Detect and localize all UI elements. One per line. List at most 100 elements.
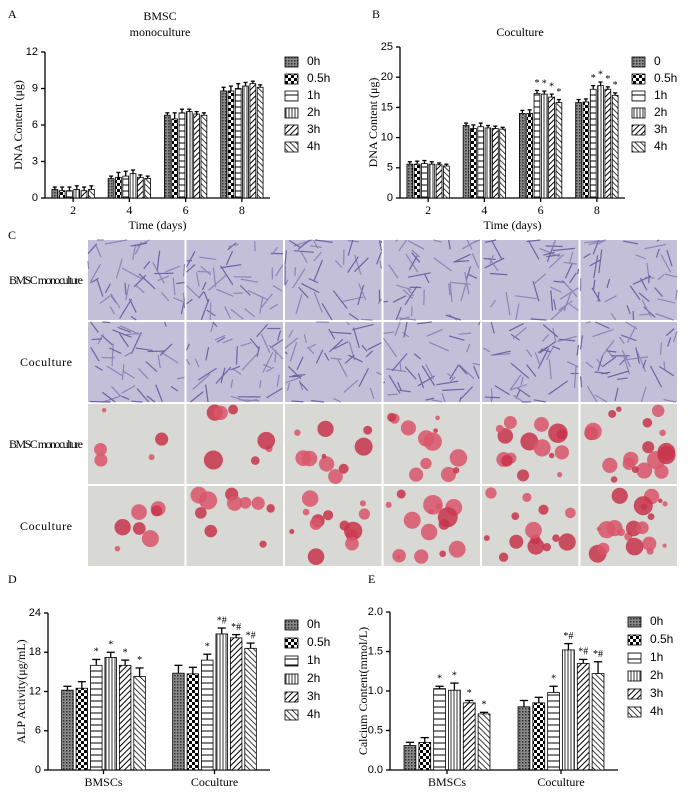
nodule (552, 534, 560, 542)
bar (443, 165, 450, 199)
fiber (635, 254, 647, 260)
error-bar (591, 85, 596, 90)
fiber (333, 398, 342, 403)
fiber (324, 352, 330, 361)
fiber (458, 332, 472, 335)
fiber (579, 376, 583, 388)
legend-swatch (627, 670, 642, 682)
fiber (165, 265, 181, 273)
legend-label: 2h (307, 105, 320, 119)
fiber (413, 353, 422, 360)
error-bar (116, 171, 121, 178)
nodule (338, 463, 349, 474)
nodule (662, 543, 667, 548)
nodule (534, 417, 549, 432)
fiber (551, 239, 556, 249)
micrograph (482, 321, 580, 403)
fiber (365, 350, 374, 358)
fiber (639, 277, 648, 291)
bar (406, 163, 414, 199)
bar (548, 96, 555, 199)
bar (51, 189, 59, 199)
fiber (112, 329, 132, 338)
fiber (108, 347, 122, 355)
nodule (542, 542, 551, 552)
error-bar (465, 699, 474, 703)
fiber (136, 388, 150, 403)
nodule (250, 456, 260, 465)
nodule (190, 486, 208, 504)
fiber (484, 257, 505, 269)
fiber (104, 239, 127, 245)
fiber (241, 353, 258, 371)
fiber (299, 381, 309, 392)
nodule (155, 432, 169, 446)
fiber (461, 240, 477, 250)
nodule (343, 521, 363, 541)
fiber (513, 394, 524, 403)
fiber (558, 338, 576, 342)
legend-swatch (631, 141, 646, 153)
legend-swatch (284, 691, 299, 703)
fiber (534, 352, 541, 367)
nodule (610, 476, 618, 483)
fiber (398, 239, 408, 252)
fiber (589, 259, 602, 267)
fiber (639, 313, 650, 316)
error-bar (593, 661, 603, 674)
fiber (654, 287, 664, 297)
fiber (99, 295, 111, 304)
bar (532, 702, 546, 771)
bar (477, 713, 491, 771)
error-bar (250, 80, 255, 84)
micrograph (579, 239, 678, 321)
fiber (201, 281, 207, 291)
fiber (449, 282, 453, 302)
fiber (330, 331, 352, 335)
micrograph (88, 486, 185, 566)
bar (418, 741, 432, 771)
significance-marker: * (437, 674, 442, 685)
fiber (196, 272, 200, 287)
fiber (484, 396, 501, 399)
bar (519, 113, 526, 199)
error-bar (82, 186, 87, 191)
fiber (601, 356, 617, 368)
bar (193, 113, 200, 199)
bar (526, 113, 533, 199)
nodule (511, 512, 520, 521)
fiber (607, 350, 617, 353)
nodule (435, 415, 440, 421)
fiber (542, 324, 559, 338)
y-tick-label: 1.0 (368, 685, 383, 697)
nodule (636, 462, 653, 479)
nodule (101, 408, 107, 413)
fiber (404, 286, 418, 306)
fiber (348, 313, 359, 321)
error-bar (236, 82, 241, 89)
fiber (87, 261, 90, 269)
nodule (558, 533, 576, 551)
fiber (666, 250, 673, 267)
nodule (363, 425, 373, 435)
fiber (593, 255, 599, 279)
fiber (96, 278, 104, 297)
fiber (663, 399, 677, 403)
micrograph-bg (88, 404, 185, 484)
fiber (550, 286, 562, 293)
nodule (538, 504, 549, 515)
fiber (386, 368, 407, 373)
fiber (417, 375, 435, 387)
fiber (533, 399, 546, 403)
error-bar (89, 185, 94, 190)
fiber (453, 260, 470, 263)
fiber (489, 254, 494, 264)
bar (249, 83, 257, 199)
fiber (104, 283, 111, 294)
nodule (148, 454, 155, 461)
fiber (296, 356, 304, 371)
nodule (94, 443, 107, 456)
fiber (431, 399, 443, 403)
significance-marker: * (108, 640, 113, 651)
nodule (289, 528, 295, 535)
